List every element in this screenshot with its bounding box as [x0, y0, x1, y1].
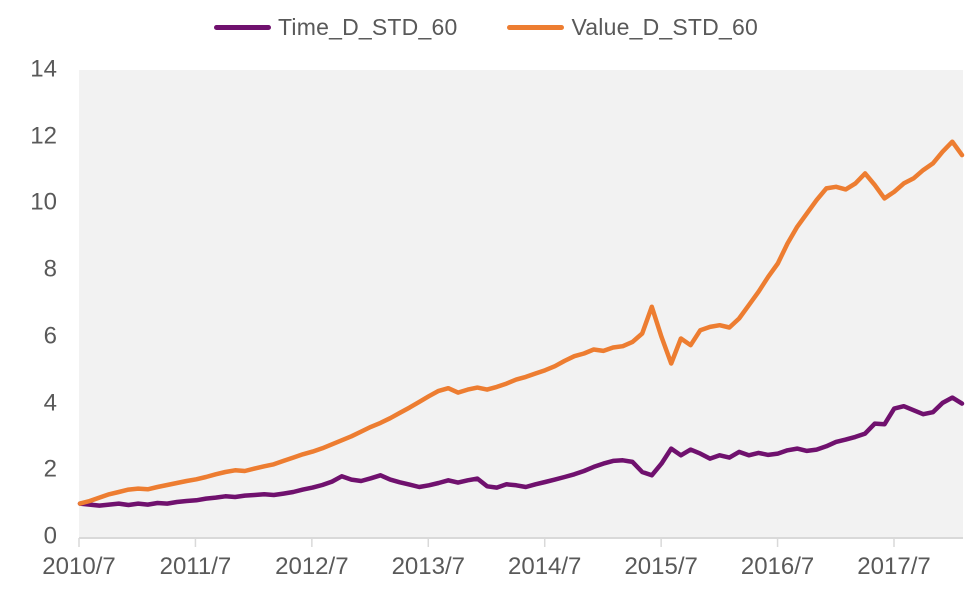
series-line-time_d_std_60	[77, 395, 965, 508]
legend-label: Time_D_STD_60	[278, 14, 458, 40]
legend-line-swatch-purple	[214, 24, 272, 31]
x-axis-label: 2015/7	[624, 553, 698, 580]
y-axis-label: 2	[43, 455, 57, 483]
y-axis-label: 4	[43, 389, 57, 417]
legend-label: Value_D_STD_60	[571, 14, 758, 40]
x-axis-label: 2011/7	[159, 553, 232, 580]
x-axis-label: 2010/7	[42, 553, 116, 580]
y-axis-label: 6	[43, 322, 57, 350]
legend-item-value-d-std-60: Value_D_STD_60	[507, 14, 758, 41]
y-axis-label: 0	[43, 522, 57, 550]
y-axis-label: 8	[43, 255, 57, 283]
y-axis-label: 10	[30, 188, 57, 216]
legend-item-time-d-std-60: Time_D_STD_60	[214, 14, 457, 41]
legend-line-swatch-orange	[507, 24, 565, 31]
x-axis-label: 2017/7	[857, 553, 931, 580]
y-axis-label: 12	[30, 122, 57, 150]
series-line-value_d_std_60	[77, 139, 965, 506]
x-axis-label: 2014/7	[508, 553, 582, 580]
x-axis-label: 2012/7	[275, 553, 349, 580]
x-axis-label: 2016/7	[740, 553, 815, 580]
plot-area	[79, 70, 963, 537]
x-axis-label: 2013/7	[391, 553, 465, 580]
chart-legend: Time_D_STD_60 Value_D_STD_60	[0, 14, 972, 41]
y-axis-label: 14	[30, 55, 57, 83]
